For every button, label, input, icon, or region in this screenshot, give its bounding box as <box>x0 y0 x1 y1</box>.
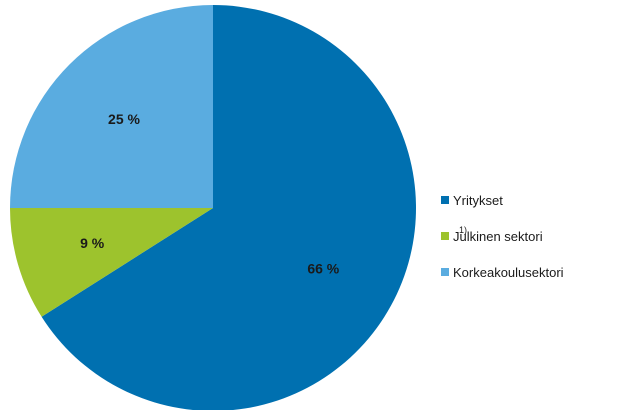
slice-label-korkeakoulusektori: 25 % <box>108 111 140 127</box>
legend-label: Yritykset <box>453 193 503 208</box>
legend-swatch <box>441 232 449 240</box>
legend-label: Julkinen sektori <box>453 229 543 244</box>
pie-slice-yritykset <box>41 5 416 410</box>
legend-footnote-marker: 1) <box>459 225 467 235</box>
slice-label-julkinen-sektori: 9 % <box>80 235 105 251</box>
slice-label-yritykset: 66 % <box>307 261 339 277</box>
pie-slice-korkeakoulusektori <box>10 5 213 208</box>
legend-item-yritykset: Yritykset <box>441 193 503 208</box>
legend-item-korkeakoulusektori: Korkeakoulusektori <box>441 265 564 280</box>
legend-label: Korkeakoulusektori <box>453 265 564 280</box>
legend-swatch <box>441 196 449 204</box>
legend-swatch <box>441 268 449 276</box>
pie-slices <box>10 5 416 410</box>
pie-slice-julkinen-sektori <box>10 208 213 317</box>
pie-slice-labels: 66 % 9 % 25 % <box>80 111 340 277</box>
